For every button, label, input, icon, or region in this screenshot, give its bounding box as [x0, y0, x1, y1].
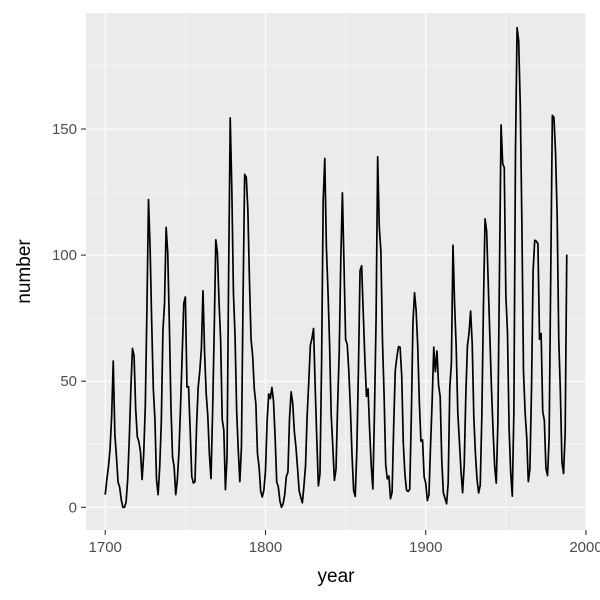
series-layer: [104, 26, 568, 509]
x-tick-label: 1700: [89, 539, 122, 556]
y-tick-label: 50: [60, 373, 77, 390]
y-tick-label: 150: [52, 121, 77, 138]
y-axis: 0 50 100 150: [52, 121, 86, 516]
y-tick-label: 100: [52, 247, 77, 264]
y-axis-title: number: [14, 239, 35, 304]
y-tick-label: 0: [69, 499, 77, 516]
x-axis: 1700 1800 1900 2000: [89, 530, 600, 556]
x-axis-title: year: [318, 566, 356, 587]
major-gridlines: [86, 13, 587, 530]
x-tick-label: 1800: [249, 539, 282, 556]
x-tick-label: 1900: [409, 539, 442, 556]
series-line: [104, 26, 568, 509]
x-tick-label: 2000: [569, 539, 600, 556]
